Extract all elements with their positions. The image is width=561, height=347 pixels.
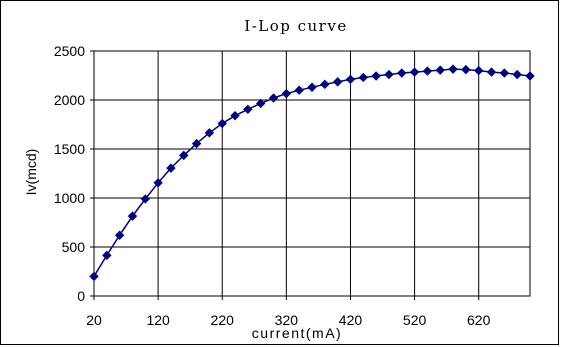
- grid-lines: [94, 51, 530, 296]
- data-point-marker: [268, 93, 279, 103]
- data-point-marker: [320, 79, 330, 90]
- data-point-marker: [255, 98, 266, 109]
- data-point-marker: [371, 71, 381, 81]
- y-tick-label: 0: [77, 288, 85, 304]
- y-tick-label: 500: [62, 239, 86, 255]
- plot-area: [93, 50, 531, 297]
- data-point-marker: [435, 65, 445, 75]
- data-point-marker: [204, 128, 215, 138]
- data-point-marker: [332, 77, 343, 87]
- y-tick-label: 2500: [54, 43, 85, 59]
- x-tick-label: 420: [339, 312, 363, 328]
- x-axis-ticks: 20 120 220 320 420 520 620: [86, 296, 491, 328]
- data-point-marker: [384, 69, 394, 80]
- data-point-marker: [512, 69, 522, 80]
- data-point-marker: [345, 74, 356, 85]
- data-point-marker: [179, 150, 189, 161]
- data-point-marker: [217, 118, 227, 129]
- x-tick-label: 20: [86, 312, 102, 328]
- data-point-marker: [486, 67, 497, 77]
- data-point-marker: [140, 194, 151, 204]
- y-tick-label: 1000: [54, 190, 85, 206]
- data-point-marker: [114, 230, 125, 240]
- data-point-marker: [153, 178, 163, 188]
- data-point-marker: [281, 88, 292, 99]
- data-point-marker: [166, 163, 176, 173]
- data-point-marker: [243, 104, 253, 115]
- x-tick-label: 520: [403, 312, 427, 328]
- series-markers: [89, 64, 535, 282]
- y-tick-label: 1500: [54, 141, 85, 157]
- data-point-marker: [461, 64, 471, 75]
- data-point-marker: [89, 271, 99, 282]
- x-tick-label: 620: [467, 312, 491, 328]
- y-axis-label: Iv(mcd): [23, 149, 39, 196]
- data-point-marker: [397, 68, 407, 78]
- data-point-marker: [422, 66, 433, 76]
- x-tick-label: 120: [146, 312, 170, 328]
- y-tick-label: 2000: [54, 92, 85, 108]
- data-point-marker: [358, 72, 369, 83]
- data-point-marker: [525, 71, 535, 81]
- data-point-marker: [409, 67, 420, 77]
- data-point-marker: [499, 68, 510, 78]
- data-point-marker: [294, 85, 304, 95]
- data-point-marker: [307, 82, 317, 92]
- x-axis-label: current(mA): [252, 325, 342, 341]
- data-point-marker: [448, 64, 458, 74]
- data-point-marker: [473, 65, 484, 76]
- data-point-marker: [102, 250, 112, 261]
- y-axis-ticks: 0 500 1000 1500 2000 2500: [54, 43, 94, 304]
- data-point-marker: [230, 110, 240, 121]
- x-tick-label: 320: [275, 312, 299, 328]
- data-point-marker: [191, 138, 202, 149]
- chart-title: I-Lop curve: [244, 17, 347, 35]
- data-point-marker: [127, 211, 138, 221]
- x-tick-label: 220: [211, 312, 235, 328]
